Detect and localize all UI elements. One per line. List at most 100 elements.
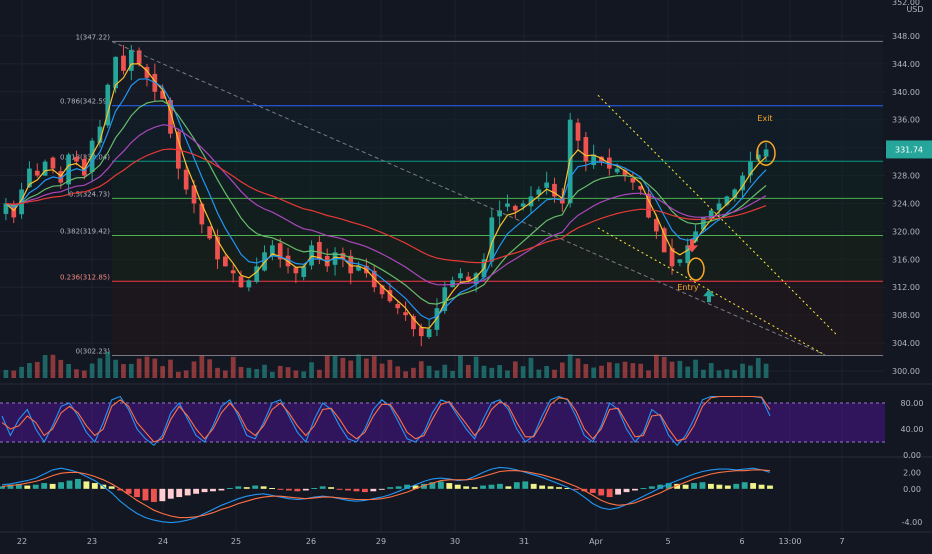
volume-bar <box>630 363 636 378</box>
macd-histogram-bar <box>370 488 377 492</box>
macd-histogram-bar <box>691 483 697 489</box>
candle-body <box>293 267 299 274</box>
macd-histogram-bar <box>750 483 757 489</box>
volume-bar <box>74 369 79 378</box>
volume-bar <box>379 363 385 378</box>
macd-histogram-bar <box>454 484 461 489</box>
candle-body <box>411 316 416 330</box>
volume-bar <box>105 351 111 378</box>
macd-histogram-bar <box>724 485 731 489</box>
y-tick-label: 344.00 <box>892 60 920 69</box>
volume-bar <box>395 366 401 378</box>
candle-body <box>669 248 675 267</box>
candle-body <box>11 205 17 218</box>
volume-bar <box>285 367 291 378</box>
candle-body <box>716 203 722 211</box>
macd-histogram-bar <box>471 487 478 489</box>
volume-bar <box>512 361 518 378</box>
volume-bar <box>614 363 620 378</box>
volume-bar <box>270 371 275 378</box>
macd-histogram-bar <box>387 487 394 489</box>
candle-body <box>646 193 651 218</box>
volume-bar <box>528 357 534 378</box>
candle-body <box>520 203 526 207</box>
macd-histogram-bar <box>345 488 351 491</box>
stoch-band <box>0 403 885 442</box>
fib-band <box>112 161 883 199</box>
macd-histogram-bar <box>632 488 638 491</box>
volume-bar <box>716 370 722 378</box>
channel-upper-line <box>597 94 839 337</box>
macd-histogram-bar <box>66 480 73 489</box>
candle-body <box>755 154 761 160</box>
macd-histogram-bar <box>741 482 748 489</box>
volume-bar <box>207 359 213 378</box>
candle-body <box>403 312 408 316</box>
volume-bar <box>97 358 103 378</box>
candle-body <box>222 256 228 267</box>
x-tick-label: 29 <box>376 537 386 546</box>
macd-histogram-bar <box>488 484 495 489</box>
currency-label: USD <box>906 5 923 14</box>
candle-body <box>622 170 628 176</box>
x-tick-label: 23 <box>87 537 97 546</box>
macd-histogram-bar <box>699 482 706 489</box>
macd-histogram-bar <box>513 482 520 489</box>
candle-body <box>207 226 213 239</box>
macd-histogram-bar <box>24 485 31 489</box>
macd-histogram-bar <box>682 484 689 489</box>
macd-histogram-bar <box>598 488 605 496</box>
macd-histogram-bar <box>159 488 166 502</box>
candle-body <box>450 280 455 288</box>
macd-histogram-bar <box>75 478 81 489</box>
volume-bar <box>66 363 71 378</box>
candle-body <box>740 175 745 191</box>
stoch-tick-label: 40.00 <box>901 425 924 434</box>
candle-body <box>426 329 432 337</box>
macd-histogram-bar <box>319 486 326 489</box>
volume-bar <box>481 365 487 378</box>
macd-histogram-bar <box>530 483 537 489</box>
candle-body <box>528 196 534 207</box>
candle-body <box>42 161 48 176</box>
volume-bar <box>450 370 455 378</box>
y-tick-label: 324.00 <box>892 199 920 208</box>
candle-body <box>465 276 471 281</box>
macd-histogram-bar <box>707 483 714 489</box>
volume-bar <box>175 371 181 378</box>
volume-bar <box>191 361 197 378</box>
volume-bar <box>222 370 228 378</box>
macd-histogram-bar <box>294 488 301 492</box>
exit-circle <box>756 140 776 166</box>
candle-body <box>395 303 401 309</box>
x-tick-label: 24 <box>158 537 168 546</box>
fib-level-label: 0.5(324.73) <box>69 190 110 198</box>
volume-bar <box>732 370 738 378</box>
macd-histogram-bar <box>437 481 444 489</box>
x-tick-label: 13:00 <box>778 537 801 546</box>
fib-level-label: 1(347.22) <box>76 33 111 41</box>
candle-body <box>583 137 589 162</box>
volume-bar <box>121 364 126 378</box>
volume-bar <box>3 369 9 378</box>
volume-bar <box>128 363 134 378</box>
volume-bar <box>693 359 698 378</box>
macd-histogram-bar <box>497 483 503 489</box>
candle-body <box>81 159 87 176</box>
candle-body <box>614 168 620 173</box>
macd-histogram-bar <box>193 488 200 494</box>
macd-histogram-bar <box>716 484 723 489</box>
volume-bar <box>473 356 479 378</box>
macd-histogram-bar <box>243 487 250 489</box>
volume-bar <box>113 359 118 378</box>
volume-bar <box>160 366 166 378</box>
ema-fast-line <box>5 63 767 329</box>
entry-circle <box>687 257 705 281</box>
volume-bar <box>763 363 769 378</box>
x-tick-label: Apr <box>589 537 604 546</box>
macd-histogram-bar <box>589 488 596 493</box>
macd-histogram-bar <box>134 488 140 498</box>
candle-body <box>121 55 126 71</box>
candle-body <box>497 210 502 217</box>
volume-bar <box>144 356 150 378</box>
